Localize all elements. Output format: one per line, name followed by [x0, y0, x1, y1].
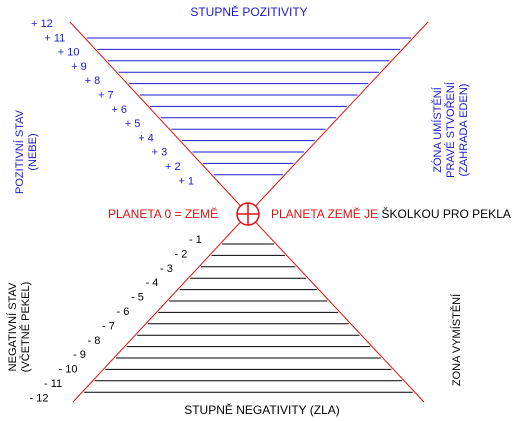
- positive-degree-label: + 5: [125, 118, 141, 130]
- positive-state-line1: POZITIVNÍ STAV: [13, 109, 26, 194]
- negative-degree-label: - 7: [102, 320, 115, 332]
- planet-zero-label: PLANETA 0 = ZEMĚ: [108, 206, 218, 221]
- negative-degree-label: - 3: [160, 263, 173, 275]
- positivity-levels: [86, 37, 411, 176]
- positive-degree-labels: + 12 + 11 + 10 + 9 + 8 + 7 + 6 + 5 + 4 + 3 + 2 + 1: [31, 18, 194, 187]
- negative-state-line2: (VČETNĚ PEKEL): [19, 282, 32, 372]
- creation-zone-line3: (ZAHRADA EDEN): [458, 84, 470, 177]
- positive-degree-label: + 1: [178, 175, 194, 187]
- creation-zone-label: ZÓNA UMÍSTĚNÍ PRAVÉ STVOŘENÍ (ZAHRADA ED…: [431, 81, 470, 178]
- diagonal-left-bottom: [72, 213, 249, 403]
- positive-degree-label: + 4: [138, 132, 154, 144]
- kindergarten-label-red: PLANETA ZEMĚ JE: [271, 206, 381, 221]
- kindergarten-label: PLANETA ZEMĚ JE ŠKOLKOU PRO PEKLA: [271, 206, 511, 221]
- expulsion-zone-line1: ZONA VYMÍSTĚNÍ: [450, 293, 463, 386]
- negative-degree-label: - 11: [44, 378, 62, 390]
- negative-degree-label: - 10: [59, 364, 78, 376]
- positive-degree-label: + 12: [31, 18, 53, 30]
- positive-degree-label: + 6: [111, 104, 127, 116]
- negative-degree-label: - 6: [117, 306, 130, 318]
- positive-degree-label: + 7: [98, 90, 114, 102]
- negative-degree-label: - 5: [131, 292, 144, 304]
- bottom-title: STUPNĚ NEGATIVITY (ZLA): [184, 402, 340, 417]
- diagonal-left-top: [69, 21, 249, 215]
- kindergarten-label-black: ŠKOLKOU PRO PEKLA: [381, 206, 510, 221]
- negative-degree-label: - 9: [73, 349, 86, 361]
- positive-degree-label: + 3: [152, 147, 168, 159]
- negative-degree-label: - 8: [88, 335, 101, 347]
- creation-zone-line2: PRAVÉ STVOŘENÍ: [444, 81, 457, 178]
- top-title: STUPNĚ POZITIVITY: [190, 4, 307, 19]
- diagonal-right-top: [247, 21, 429, 215]
- diagonal-right-bottom: [247, 213, 425, 403]
- positive-state-label: POZITIVNÍ STAV (NEBE): [13, 109, 39, 194]
- negativity-levels: [84, 243, 413, 393]
- negative-degree-label: - 4: [146, 277, 159, 289]
- positive-degree-label: + 11: [44, 32, 65, 44]
- positive-degree-label: + 8: [85, 75, 101, 87]
- planet-earth-icon: [236, 202, 260, 226]
- negative-state-label: NEGATIVNÍ STAV (VČETNĚ PEKEL): [6, 282, 32, 372]
- negative-degree-labels: - 1- 2- 3- 4- 5- 6- 7- 8- 9 - 10 - 11 - 12: [30, 234, 202, 404]
- expulsion-zone-label: ZONA VYMÍSTĚNÍ: [450, 293, 463, 386]
- negative-degree-label: - 12: [30, 392, 49, 404]
- negative-state-line1: NEGATIVNÍ STAV: [6, 282, 19, 371]
- positive-degree-label: + 10: [58, 47, 80, 59]
- negative-degree-label: - 1: [189, 234, 202, 246]
- creation-zone-line1: ZÓNA UMÍSTĚNÍ: [431, 86, 444, 173]
- positive-degree-label: + 2: [165, 161, 181, 173]
- positive-state-line2: (NEBE): [27, 133, 39, 170]
- negative-degree-label: - 2: [175, 248, 188, 260]
- positive-degree-label: + 9: [71, 61, 87, 73]
